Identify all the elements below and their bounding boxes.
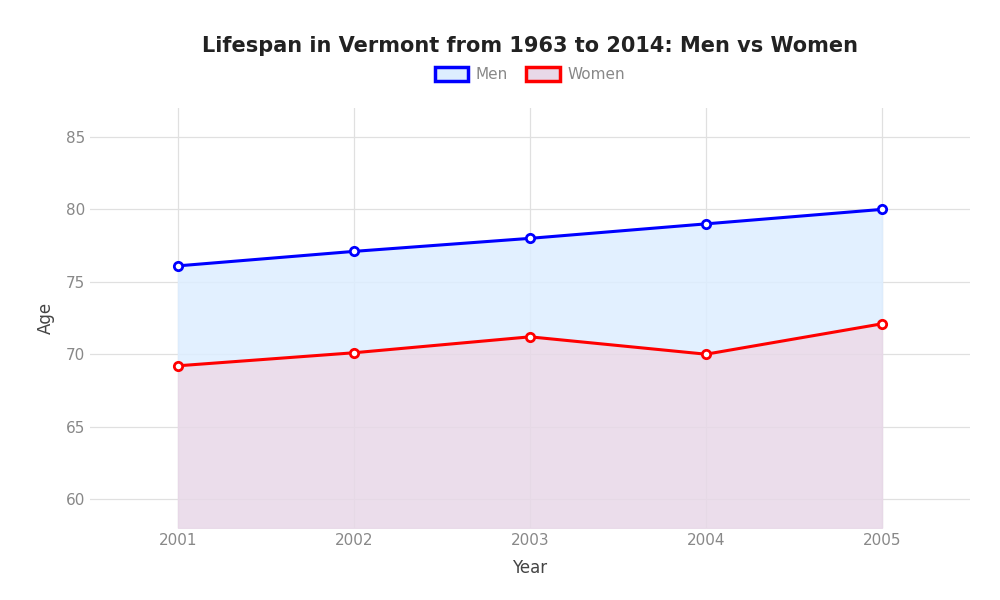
X-axis label: Year: Year	[512, 559, 548, 577]
Legend: Men, Women: Men, Women	[429, 61, 631, 88]
Title: Lifespan in Vermont from 1963 to 2014: Men vs Women: Lifespan in Vermont from 1963 to 2014: M…	[202, 37, 858, 56]
Y-axis label: Age: Age	[37, 302, 55, 334]
